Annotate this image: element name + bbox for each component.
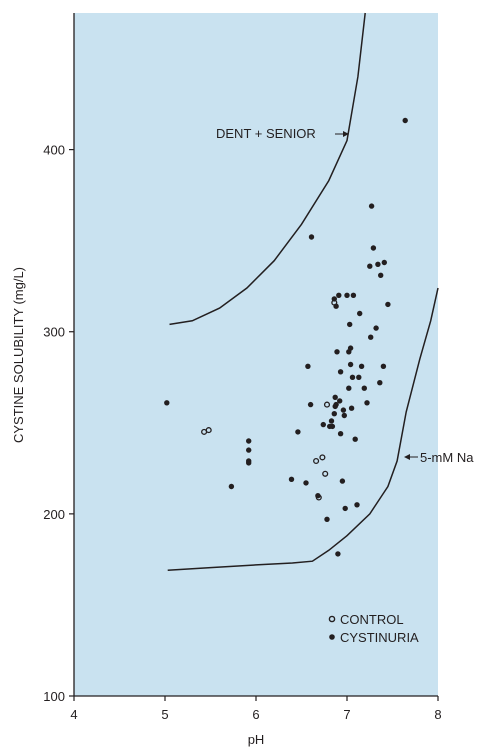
cystinuria-point bbox=[367, 263, 373, 269]
cystinuria-point bbox=[385, 301, 391, 308]
cystinuria-point bbox=[368, 203, 375, 209]
cystinuria-point bbox=[337, 369, 344, 375]
cystinuria-point bbox=[347, 321, 353, 328]
control-point bbox=[322, 470, 329, 477]
cystinuria-point bbox=[295, 429, 301, 435]
y-tick-label: 100 bbox=[43, 689, 65, 704]
curve-5mm-na bbox=[167, 287, 439, 572]
arrow-left-icon bbox=[404, 454, 410, 460]
cystinuria-point bbox=[333, 303, 339, 309]
cystinuria-point bbox=[336, 292, 342, 298]
cystinuria-point bbox=[315, 493, 321, 499]
cystinuria-point bbox=[328, 418, 335, 424]
cystinuria-point bbox=[308, 234, 315, 240]
cystinuria-point bbox=[341, 412, 347, 419]
cystinuria-point bbox=[358, 363, 365, 369]
x-tick-label: 6 bbox=[252, 707, 259, 722]
cystinuria-point bbox=[307, 401, 314, 408]
cystinuria-point bbox=[368, 334, 374, 340]
cystinuria-point bbox=[381, 259, 387, 266]
cystinuria-point bbox=[303, 480, 309, 486]
cystinuria-point bbox=[375, 261, 381, 267]
x-tick-label: 4 bbox=[70, 707, 77, 722]
x-axis-label: pH bbox=[248, 732, 265, 747]
cystinuria-point bbox=[402, 117, 408, 124]
cystinuria-point bbox=[333, 401, 339, 408]
cystinuria-point bbox=[350, 292, 357, 298]
cystinuria-point bbox=[364, 400, 370, 406]
annotation-dent-senior: DENT + SENIOR bbox=[216, 126, 316, 141]
arrow-right-icon bbox=[343, 131, 349, 137]
cystinuria-point bbox=[344, 292, 350, 298]
x-tick-label: 5 bbox=[161, 707, 168, 722]
cystinuria-point bbox=[331, 411, 337, 417]
control-point bbox=[313, 457, 320, 465]
legend: CONTROL CYSTINURIA bbox=[328, 612, 419, 645]
cystinuria-point bbox=[373, 325, 379, 331]
control-point bbox=[205, 427, 212, 434]
cystinuria-point bbox=[337, 431, 344, 437]
curve-dent-senior bbox=[169, 12, 366, 326]
y-tick-label: 400 bbox=[43, 143, 65, 158]
cystinuria-point bbox=[380, 363, 387, 369]
y-axis-label: CYSTINE SOLUBILITY (mg/L) bbox=[11, 267, 26, 443]
cystinuria-point bbox=[329, 423, 336, 430]
data-points bbox=[164, 117, 408, 557]
cystinuria-point bbox=[370, 245, 377, 251]
annotation-5mm-na: 5-mM Na bbox=[420, 450, 474, 465]
cystinuria-point bbox=[378, 272, 384, 278]
y-ticks: 100 200 300 400 bbox=[43, 143, 74, 704]
cystinuria-point bbox=[342, 505, 348, 512]
cystinuria-point bbox=[339, 478, 346, 484]
cystinuria-point bbox=[356, 374, 362, 380]
cystinuria-point bbox=[349, 374, 356, 380]
legend-cystinuria-label: CYSTINURIA bbox=[340, 630, 419, 645]
cystinuria-point bbox=[337, 398, 343, 404]
cystinuria-point bbox=[377, 380, 383, 386]
legend-cystinuria-marker bbox=[329, 634, 335, 640]
cystinuria-point bbox=[334, 349, 340, 355]
cystinuria-point bbox=[348, 405, 355, 411]
control-point bbox=[323, 401, 331, 408]
cystinuria-point bbox=[352, 436, 358, 442]
cystinuria-point bbox=[354, 502, 360, 508]
plot-area bbox=[74, 13, 438, 696]
legend-control-marker bbox=[328, 615, 336, 623]
cystinuria-point bbox=[332, 394, 338, 400]
cystinuria-point bbox=[361, 385, 367, 391]
cystinuria-point bbox=[331, 296, 337, 302]
cystinuria-point bbox=[357, 310, 363, 317]
cystinuria-point bbox=[246, 460, 252, 466]
x-tick-label: 7 bbox=[343, 707, 350, 722]
y-tick-label: 300 bbox=[43, 325, 65, 340]
cystinuria-point bbox=[335, 551, 341, 557]
x-ticks: 4 5 6 7 8 bbox=[70, 696, 442, 722]
cystinuria-point bbox=[347, 361, 354, 368]
x-tick-label: 8 bbox=[434, 707, 441, 722]
cystinuria-point bbox=[340, 407, 347, 413]
control-point bbox=[319, 454, 326, 461]
cystinuria-point bbox=[246, 438, 252, 444]
legend-control-label: CONTROL bbox=[340, 612, 404, 627]
cystinuria-point bbox=[305, 363, 311, 369]
cystinuria-point bbox=[347, 345, 354, 351]
cystinuria-point bbox=[246, 447, 252, 453]
y-tick-label: 200 bbox=[43, 507, 65, 522]
reference-curves bbox=[167, 12, 439, 572]
cystinuria-point bbox=[164, 400, 170, 406]
cystinuria-point bbox=[324, 516, 330, 522]
cystinuria-point bbox=[346, 385, 352, 391]
cystinuria-point bbox=[228, 483, 235, 490]
cystinuria-point bbox=[288, 476, 295, 482]
cystinuria-point bbox=[320, 421, 326, 428]
